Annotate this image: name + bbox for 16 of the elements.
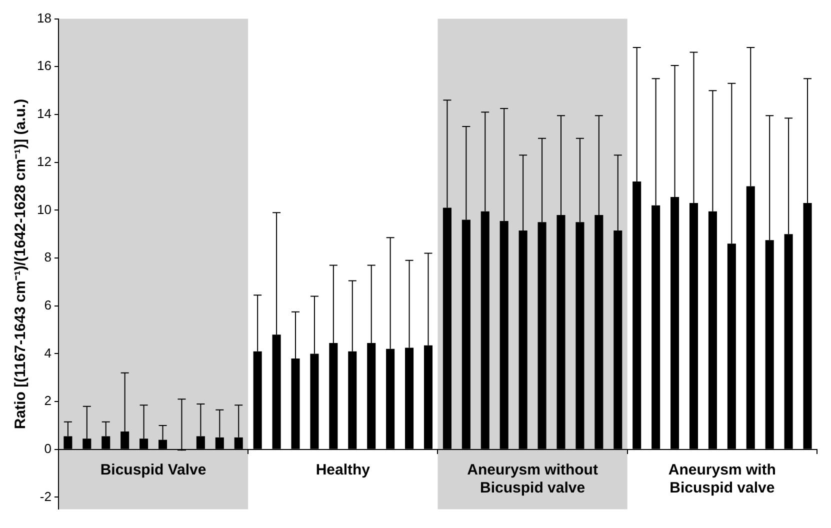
y-tick-label: 12 — [36, 154, 52, 169]
y-tick-label: 2 — [44, 393, 52, 408]
y-tick-label: 8 — [44, 250, 52, 265]
y-tick-label: 0 — [44, 440, 52, 456]
x-tick-label: Aneurysm without Bicuspid valve — [467, 462, 598, 497]
x-tick-label: Bicuspid Valve — [100, 462, 206, 479]
y-tick-label: 4 — [44, 345, 52, 360]
y-tick-label: 6 — [44, 297, 52, 312]
y-tick-label: 18 — [36, 10, 52, 26]
y-tick-label: 10 — [36, 202, 52, 217]
x-tick-label: Aneurysm with Bicuspid valve — [668, 462, 776, 497]
y-tick-label: -2 — [40, 488, 52, 504]
y-axis-title: Ratio [(1167-1643 cm⁻¹)/(1642-1628 cm⁻¹)] (a.u.) — [12, 98, 30, 430]
x-tick-label: Healthy — [316, 462, 371, 479]
y-tick-label: 16 — [36, 58, 52, 74]
y-tick-label: 14 — [36, 106, 52, 122]
